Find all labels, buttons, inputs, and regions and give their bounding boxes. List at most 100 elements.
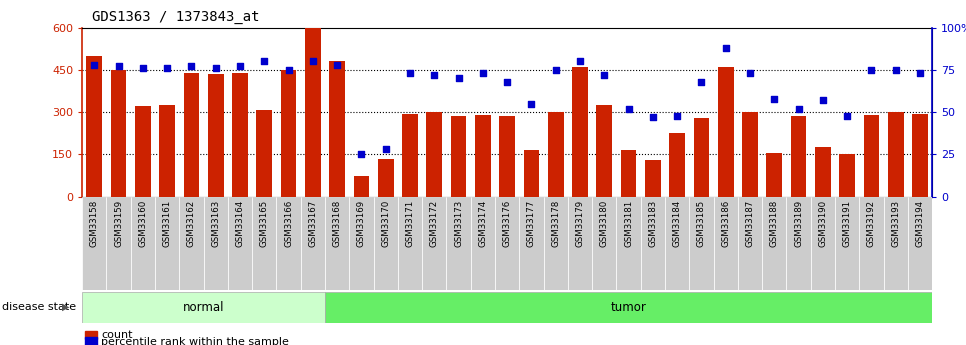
Point: [864, 67, 879, 72]
Bar: [860, 197, 884, 290]
Bar: [912, 114, 928, 197]
Text: GSM33166: GSM33166: [284, 199, 293, 247]
Point: [499, 79, 515, 85]
Text: GSM33160: GSM33160: [138, 199, 148, 247]
Text: GSM33174: GSM33174: [478, 199, 488, 247]
Text: GSM33165: GSM33165: [260, 199, 269, 247]
Point: [791, 106, 807, 111]
Point: [111, 64, 127, 69]
Text: GSM33164: GSM33164: [236, 199, 244, 247]
Text: GSM33180: GSM33180: [600, 199, 609, 247]
Text: count: count: [101, 330, 133, 339]
Bar: [446, 197, 470, 290]
Bar: [256, 110, 272, 197]
Bar: [908, 197, 932, 290]
Point: [645, 115, 661, 120]
Point: [281, 67, 297, 72]
Point: [427, 72, 442, 78]
Point: [815, 98, 831, 103]
Bar: [621, 150, 637, 197]
Bar: [815, 147, 831, 197]
Bar: [252, 197, 276, 290]
Bar: [184, 73, 199, 197]
Text: GSM33162: GSM33162: [186, 199, 196, 247]
Point: [524, 101, 539, 106]
Bar: [475, 115, 491, 197]
Text: GSM33186: GSM33186: [722, 199, 730, 247]
Bar: [398, 197, 422, 290]
Bar: [690, 197, 714, 290]
Bar: [572, 67, 588, 197]
Point: [305, 59, 321, 64]
Bar: [762, 197, 786, 290]
Bar: [159, 105, 175, 197]
Text: percentile rank within the sample: percentile rank within the sample: [101, 337, 289, 345]
Bar: [325, 197, 350, 290]
Bar: [82, 197, 106, 290]
Bar: [718, 67, 733, 197]
Bar: [884, 197, 908, 290]
Point: [669, 113, 685, 118]
Text: GSM33181: GSM33181: [624, 199, 633, 247]
Text: GSM33171: GSM33171: [406, 199, 414, 247]
Bar: [766, 153, 782, 197]
Bar: [592, 197, 616, 290]
Point: [159, 66, 175, 71]
Point: [912, 70, 927, 76]
Bar: [232, 73, 248, 197]
Text: GSM33185: GSM33185: [696, 199, 706, 247]
Bar: [86, 56, 102, 197]
Text: GSM33192: GSM33192: [867, 199, 876, 247]
Point: [232, 64, 247, 69]
Text: GSM33172: GSM33172: [430, 199, 439, 247]
Point: [694, 79, 709, 85]
Text: GSM33158: GSM33158: [90, 199, 99, 247]
Point: [208, 66, 223, 71]
Bar: [426, 112, 442, 197]
Text: GSM33189: GSM33189: [794, 199, 803, 247]
Text: GSM33187: GSM33187: [746, 199, 754, 247]
Text: normal: normal: [183, 300, 224, 314]
Bar: [281, 70, 297, 197]
Text: GDS1363 / 1373843_at: GDS1363 / 1373843_at: [92, 10, 259, 24]
Bar: [499, 116, 515, 197]
Bar: [835, 197, 860, 290]
Text: GSM33178: GSM33178: [552, 199, 560, 247]
Bar: [810, 197, 835, 290]
Bar: [568, 197, 592, 290]
Bar: [204, 197, 228, 290]
Point: [839, 113, 855, 118]
Text: GSM33167: GSM33167: [308, 199, 318, 247]
Bar: [495, 197, 520, 290]
Point: [621, 106, 637, 111]
Bar: [180, 197, 204, 290]
Bar: [300, 197, 325, 290]
Text: GSM33188: GSM33188: [770, 199, 779, 247]
Text: GSM33191: GSM33191: [842, 199, 852, 247]
Bar: [374, 197, 398, 290]
Text: ▶: ▶: [62, 302, 70, 312]
Text: GSM33176: GSM33176: [502, 199, 512, 247]
Bar: [616, 197, 640, 290]
Bar: [228, 197, 252, 290]
Bar: [524, 150, 539, 197]
Bar: [888, 112, 903, 197]
Text: GSM33168: GSM33168: [332, 199, 342, 247]
Bar: [520, 197, 544, 290]
Text: GSM33193: GSM33193: [892, 199, 900, 247]
Bar: [669, 133, 685, 197]
Bar: [378, 159, 393, 197]
Bar: [864, 115, 879, 197]
Bar: [786, 197, 810, 290]
Bar: [665, 197, 690, 290]
Point: [888, 67, 903, 72]
Point: [572, 59, 587, 64]
Point: [742, 70, 757, 76]
Bar: [208, 74, 223, 197]
Point: [767, 96, 782, 101]
Bar: [791, 116, 807, 197]
Bar: [106, 197, 130, 290]
Bar: [839, 155, 855, 197]
Bar: [111, 70, 127, 197]
Bar: [544, 197, 568, 290]
